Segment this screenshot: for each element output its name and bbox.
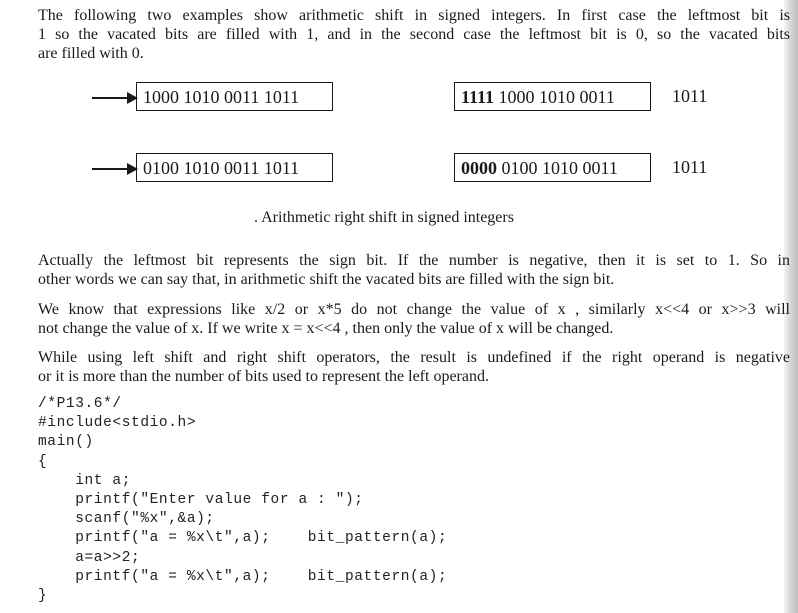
output-bits: 0100 1010 0011 xyxy=(497,158,618,178)
expr-line: We know that expressions like x/2 or x*5… xyxy=(38,301,790,318)
code-line: } xyxy=(38,588,48,605)
figure-caption: . Arithmetic right shift in signed integ… xyxy=(254,209,514,226)
sign-line: other words we can say that, in arithmet… xyxy=(38,271,615,288)
code-line: int a; xyxy=(38,472,132,489)
code-line: printf("a = %x\t",a); bit_pattern(a); xyxy=(38,530,448,547)
output-bits-box: 0000 0100 1010 0011 xyxy=(454,153,651,182)
input-bits-box: 0100 1010 0011 1011 xyxy=(136,153,333,182)
expressions-paragraph: We know that expressions like x/2 or x*5… xyxy=(38,300,790,338)
shifted-out-bits: 1011 xyxy=(672,157,708,177)
intro-paragraph: The following two examples show arithmet… xyxy=(38,6,790,63)
code-line: printf("a = %x\t",a); bit_pattern(a); xyxy=(38,568,448,585)
undef-line: or it is more than the number of bits us… xyxy=(38,368,489,385)
code-line: { xyxy=(38,453,48,470)
sign-line: Actually the leftmost bit represents the… xyxy=(38,252,790,269)
filled-sign-bits: 0000 xyxy=(461,158,497,178)
code-line: scanf("%x",&a); xyxy=(38,511,215,528)
page-edge-shadow xyxy=(784,0,798,613)
undefined-behaviour-paragraph: While using left shift and right shift o… xyxy=(38,348,790,386)
code-listing: /*P13.6*/ #include<stdio.h> main() { int a;… xyxy=(38,395,447,606)
code-line: #include<stdio.h> xyxy=(38,415,197,432)
sign-bit-paragraph: Actually the leftmost bit represents the… xyxy=(38,251,790,289)
intro-line: 1 so the vacated bits are filled with 1,… xyxy=(38,26,790,43)
intro-line: are filled with 0. xyxy=(38,45,144,62)
output-bits-box: 1111 1000 1010 0011 xyxy=(454,82,651,111)
code-line: /*P13.6*/ xyxy=(38,396,122,412)
code-line: main() xyxy=(38,434,94,451)
input-bits: 0100 1010 0011 1011 xyxy=(143,158,300,178)
arrow-icon xyxy=(92,163,138,175)
arrow-icon xyxy=(92,92,138,104)
undef-line: While using left shift and right shift o… xyxy=(38,349,790,366)
filled-sign-bits: 1111 xyxy=(461,87,495,107)
intro-line: The following two examples show arithmet… xyxy=(38,7,790,24)
code-line: printf("Enter value for a : "); xyxy=(38,492,364,509)
output-bits: 1000 1010 0011 xyxy=(494,87,615,107)
input-bits: 1000 1010 0011 1011 xyxy=(143,87,300,107)
input-bits-box: 1000 1010 0011 1011 xyxy=(136,82,333,111)
expr-line: not change the value of x. If we write x… xyxy=(38,320,614,337)
shifted-out-bits: 1011 xyxy=(672,86,708,106)
code-line: a=a>>2; xyxy=(38,549,141,566)
